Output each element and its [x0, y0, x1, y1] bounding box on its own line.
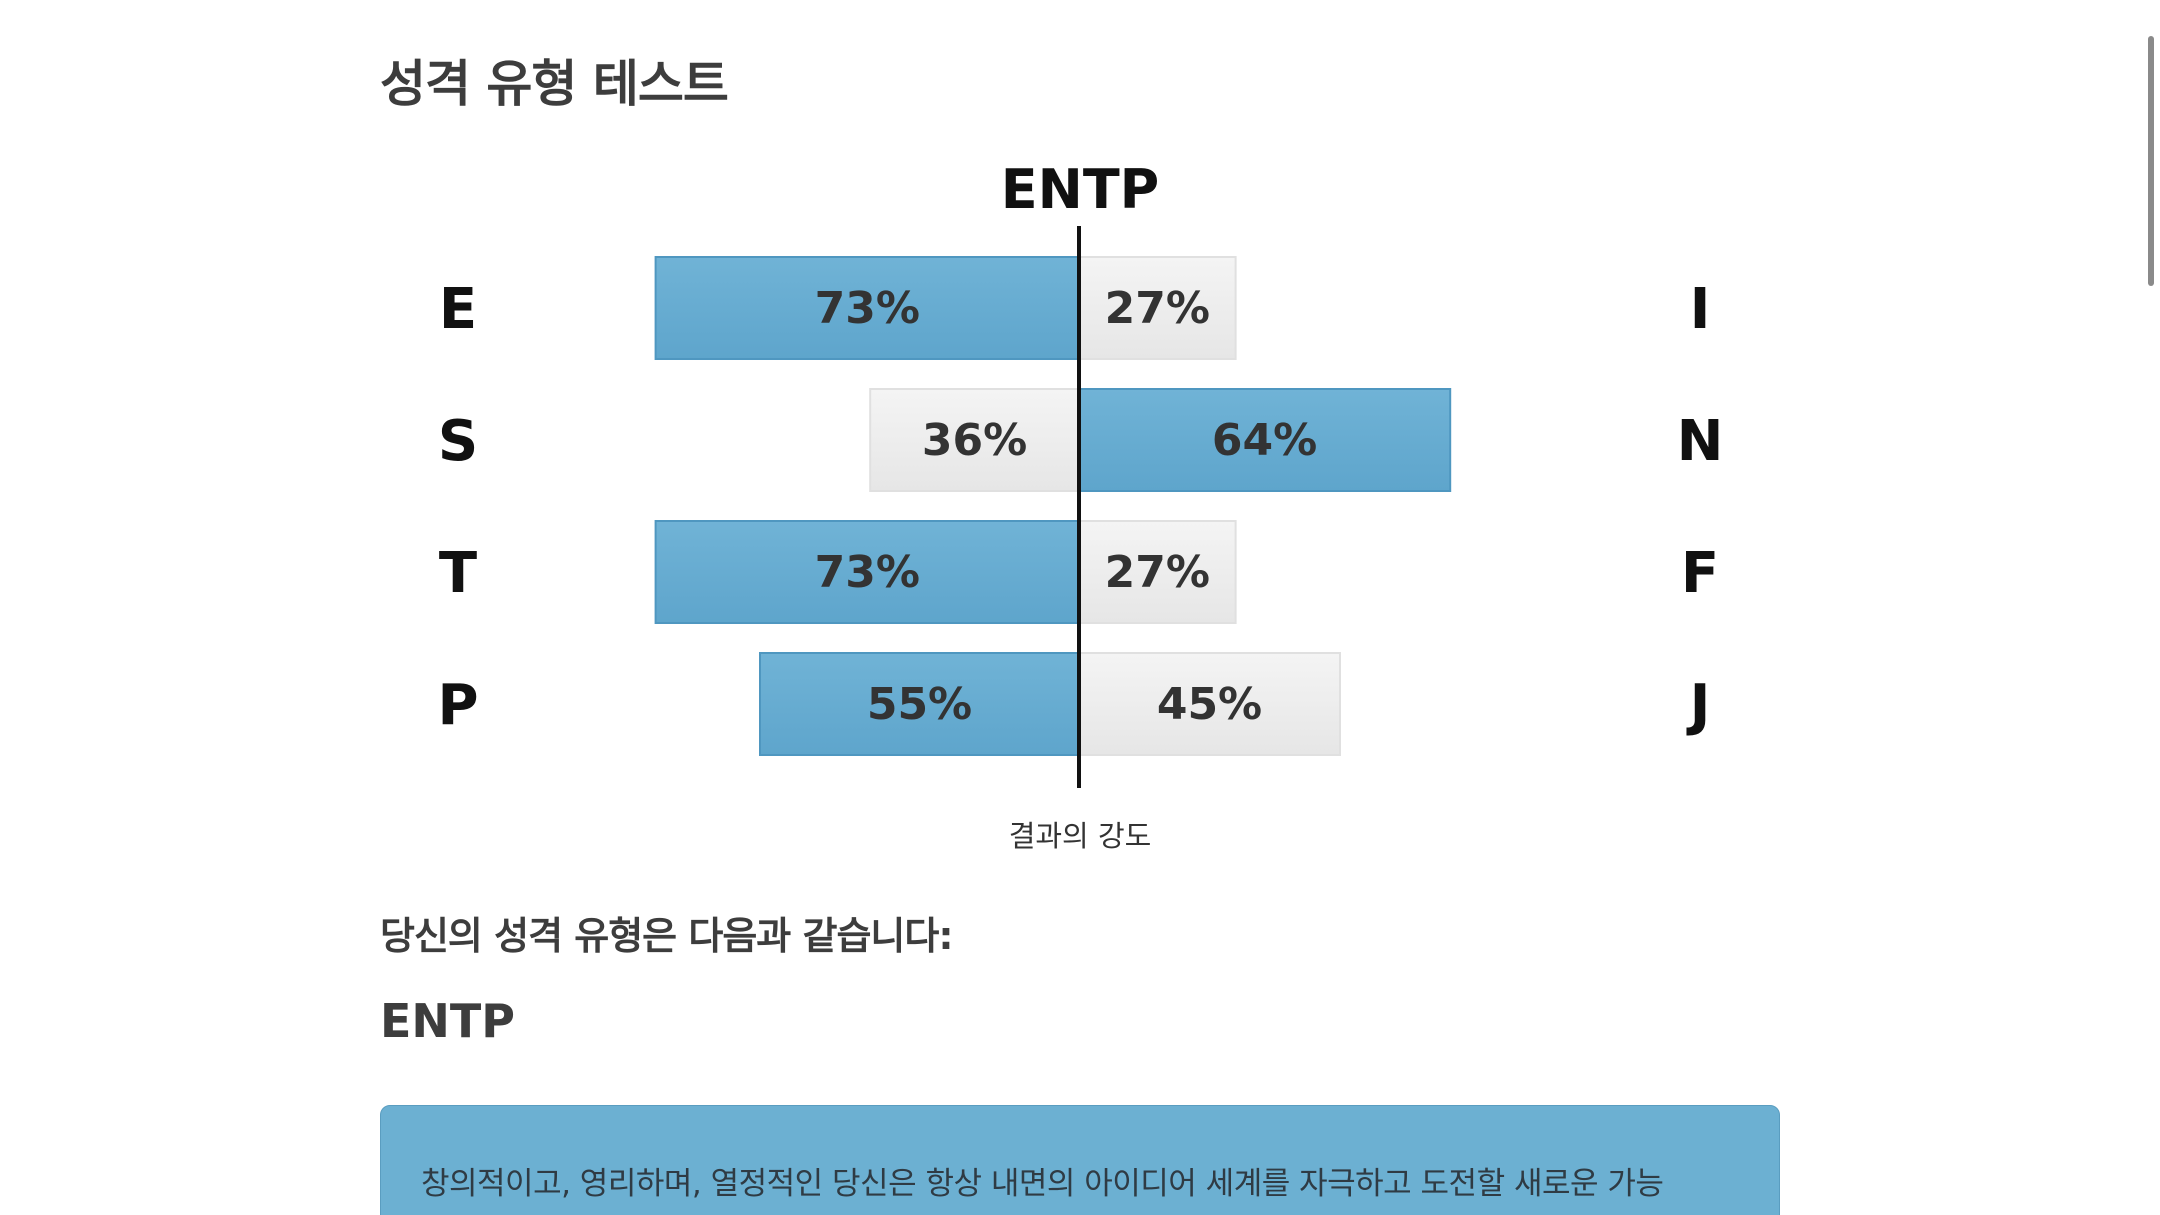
- trait-letter-j: J: [1686, 673, 1711, 738]
- bar-label-e: 73%: [815, 283, 920, 334]
- trait-letter-n: N: [1677, 409, 1724, 474]
- trait-letter-e: E: [439, 277, 477, 342]
- bar-i: [1078, 256, 1237, 360]
- chart-title: ENTP: [1001, 158, 1160, 221]
- trait-letter-f: F: [1681, 541, 1719, 606]
- description-box: 창의적이고, 영리하며, 열정적인 당신은 항상 내면의 아이디어 세계를 자극…: [380, 1105, 1780, 1215]
- trait-letter-i: I: [1690, 277, 1711, 342]
- personality-chart: ENTP 73% 27% E I 36% 64% S N 73% 27% T F 55% 45% P J 결과…: [437, 158, 1724, 853]
- bar-e: [654, 256, 1080, 360]
- bar-f: [1078, 520, 1237, 624]
- description-text: 창의적이고, 영리하며, 열정적인 당신은 항상 내면의 아이디어 세계를 자극…: [421, 1166, 1664, 1202]
- bar-label-j: 45%: [1157, 679, 1262, 730]
- page-title: 성격 유형 테스트: [380, 55, 729, 113]
- result-heading: 당신의 성격 유형은 다음과 같습니다:: [380, 914, 954, 958]
- bar-p: [759, 652, 1080, 756]
- bar-label-t: 73%: [815, 547, 920, 598]
- result-type: ENTP: [380, 994, 516, 1048]
- scrollbar-thumb[interactable]: [2148, 36, 2154, 286]
- bar-label-p: 55%: [867, 679, 972, 730]
- bar-n: [1078, 388, 1452, 492]
- bar-label-s: 36%: [922, 415, 1027, 466]
- bar-label-i: 27%: [1105, 283, 1210, 334]
- bar-s: [869, 388, 1081, 492]
- chart-axis-label: 결과의 강도: [1009, 819, 1152, 853]
- bar-t: [654, 520, 1080, 624]
- scrollbar[interactable]: [2136, 0, 2160, 1215]
- trait-letter-p: P: [437, 673, 478, 738]
- bar-label-f: 27%: [1105, 547, 1210, 598]
- trait-letter-s: S: [438, 409, 478, 474]
- trait-letter-t: T: [439, 541, 477, 606]
- bar-label-n: 64%: [1212, 415, 1317, 466]
